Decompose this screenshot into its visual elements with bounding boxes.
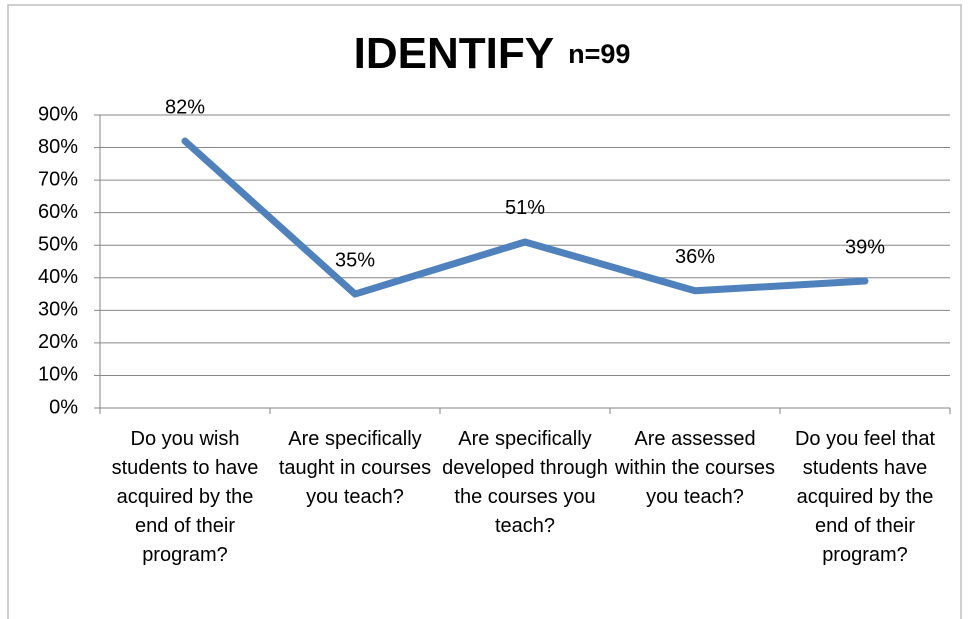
y-tick-label: 90% [38,103,78,125]
data-label: 51% [505,197,545,219]
chart-border [7,4,962,619]
x-tick-label: Are assessed within the courses you teac… [614,428,776,508]
y-tick-label: 70% [38,168,78,190]
y-tick-label: 50% [38,234,78,256]
y-tick-label: 40% [38,266,78,288]
data-label: 36% [675,246,715,268]
data-line [181,137,869,298]
data-label: 39% [845,236,885,258]
title-sub: n=99 [568,39,630,69]
x-tick-label: Are specifically taught in courses you t… [278,428,432,508]
x-tick-label: Are specifically developed through the c… [442,428,608,537]
data-label: 35% [335,249,375,271]
y-tick-label: 60% [38,201,78,223]
y-tick-label: 10% [38,364,78,386]
chart-title: IDENTIFY n=99 [354,29,631,78]
title-main: IDENTIFY [354,29,554,78]
x-tick-label: Do you feel that students have acquired … [794,428,936,566]
y-tick-label: 80% [38,136,78,158]
data-label: 82% [165,96,205,118]
y-tick-label: 0% [49,396,78,418]
y-tick-label: 30% [38,299,78,321]
x-tick-label: Do you wish students to have acquired by… [111,428,259,566]
y-tick-label: 20% [38,331,78,353]
